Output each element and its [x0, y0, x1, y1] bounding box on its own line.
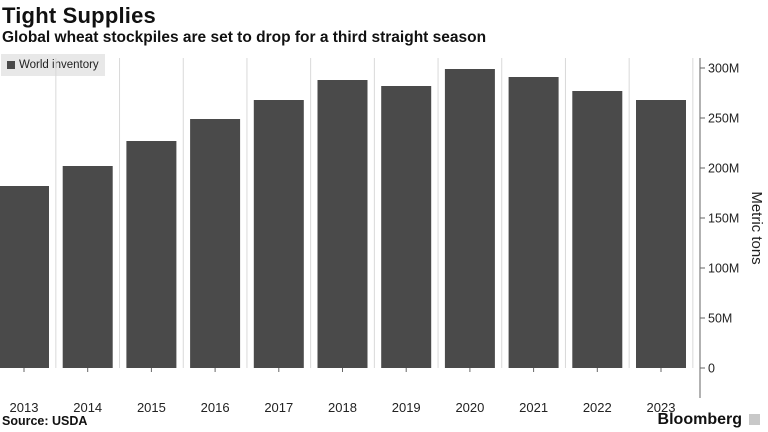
y-tick-label: 50M — [708, 312, 732, 326]
bar-2013 — [0, 186, 49, 368]
x-tick-label: 2013 — [10, 400, 39, 415]
x-tick-label: 2020 — [455, 400, 484, 415]
x-tick-label: 2022 — [583, 400, 612, 415]
y-tick-label: 0 — [708, 362, 715, 376]
x-tick-label: 2017 — [264, 400, 293, 415]
x-tick-label: 2016 — [201, 400, 230, 415]
bar-2020 — [444, 69, 495, 368]
legend-swatch — [7, 61, 15, 69]
y-tick-label: 100M — [708, 262, 739, 276]
x-axis-labels: 2013 2014 2015 2016 2017 2018 2019 2020 2021 2022… — [10, 368, 676, 415]
bars — [0, 69, 686, 368]
y-axis-label: Metric tons — [748, 191, 765, 264]
y-tick-label: 250M — [708, 112, 739, 126]
bloomberg-logo: Bloomberg — [657, 411, 742, 428]
bar-2016 — [190, 119, 241, 368]
bar-2017 — [253, 100, 304, 368]
bar-2023 — [636, 100, 686, 368]
chart-subtitle: Global wheat stockpiles are set to drop … — [2, 29, 487, 46]
x-tick-label: 2018 — [328, 400, 357, 415]
y-tick-label: 200M — [708, 162, 739, 176]
gridlines — [55, 58, 694, 368]
bloomberg-mark-icon — [749, 414, 760, 425]
bar-2014 — [62, 166, 113, 368]
bar-2021 — [508, 77, 559, 368]
x-tick-label: 2019 — [392, 400, 421, 415]
x-tick-label: 2015 — [137, 400, 166, 415]
legend-label: World inventory — [19, 59, 99, 71]
y-axis: 0 50M 100M 150M 200M 250M 300M — [699, 58, 739, 398]
chart-title: Tight Supplies — [2, 3, 156, 28]
x-tick-label: 2014 — [73, 400, 102, 415]
bar-2019 — [381, 86, 432, 368]
y-tick-label: 150M — [708, 212, 739, 226]
x-tick-label: 2023 — [647, 400, 676, 415]
legend: World inventory — [1, 54, 105, 76]
bar-2018 — [317, 80, 368, 368]
bar-2022 — [572, 91, 623, 368]
x-tick-label: 2021 — [519, 400, 548, 415]
source-note: Source: USDA — [2, 414, 88, 428]
y-tick-label: 300M — [708, 62, 739, 76]
bar-2015 — [126, 141, 177, 368]
